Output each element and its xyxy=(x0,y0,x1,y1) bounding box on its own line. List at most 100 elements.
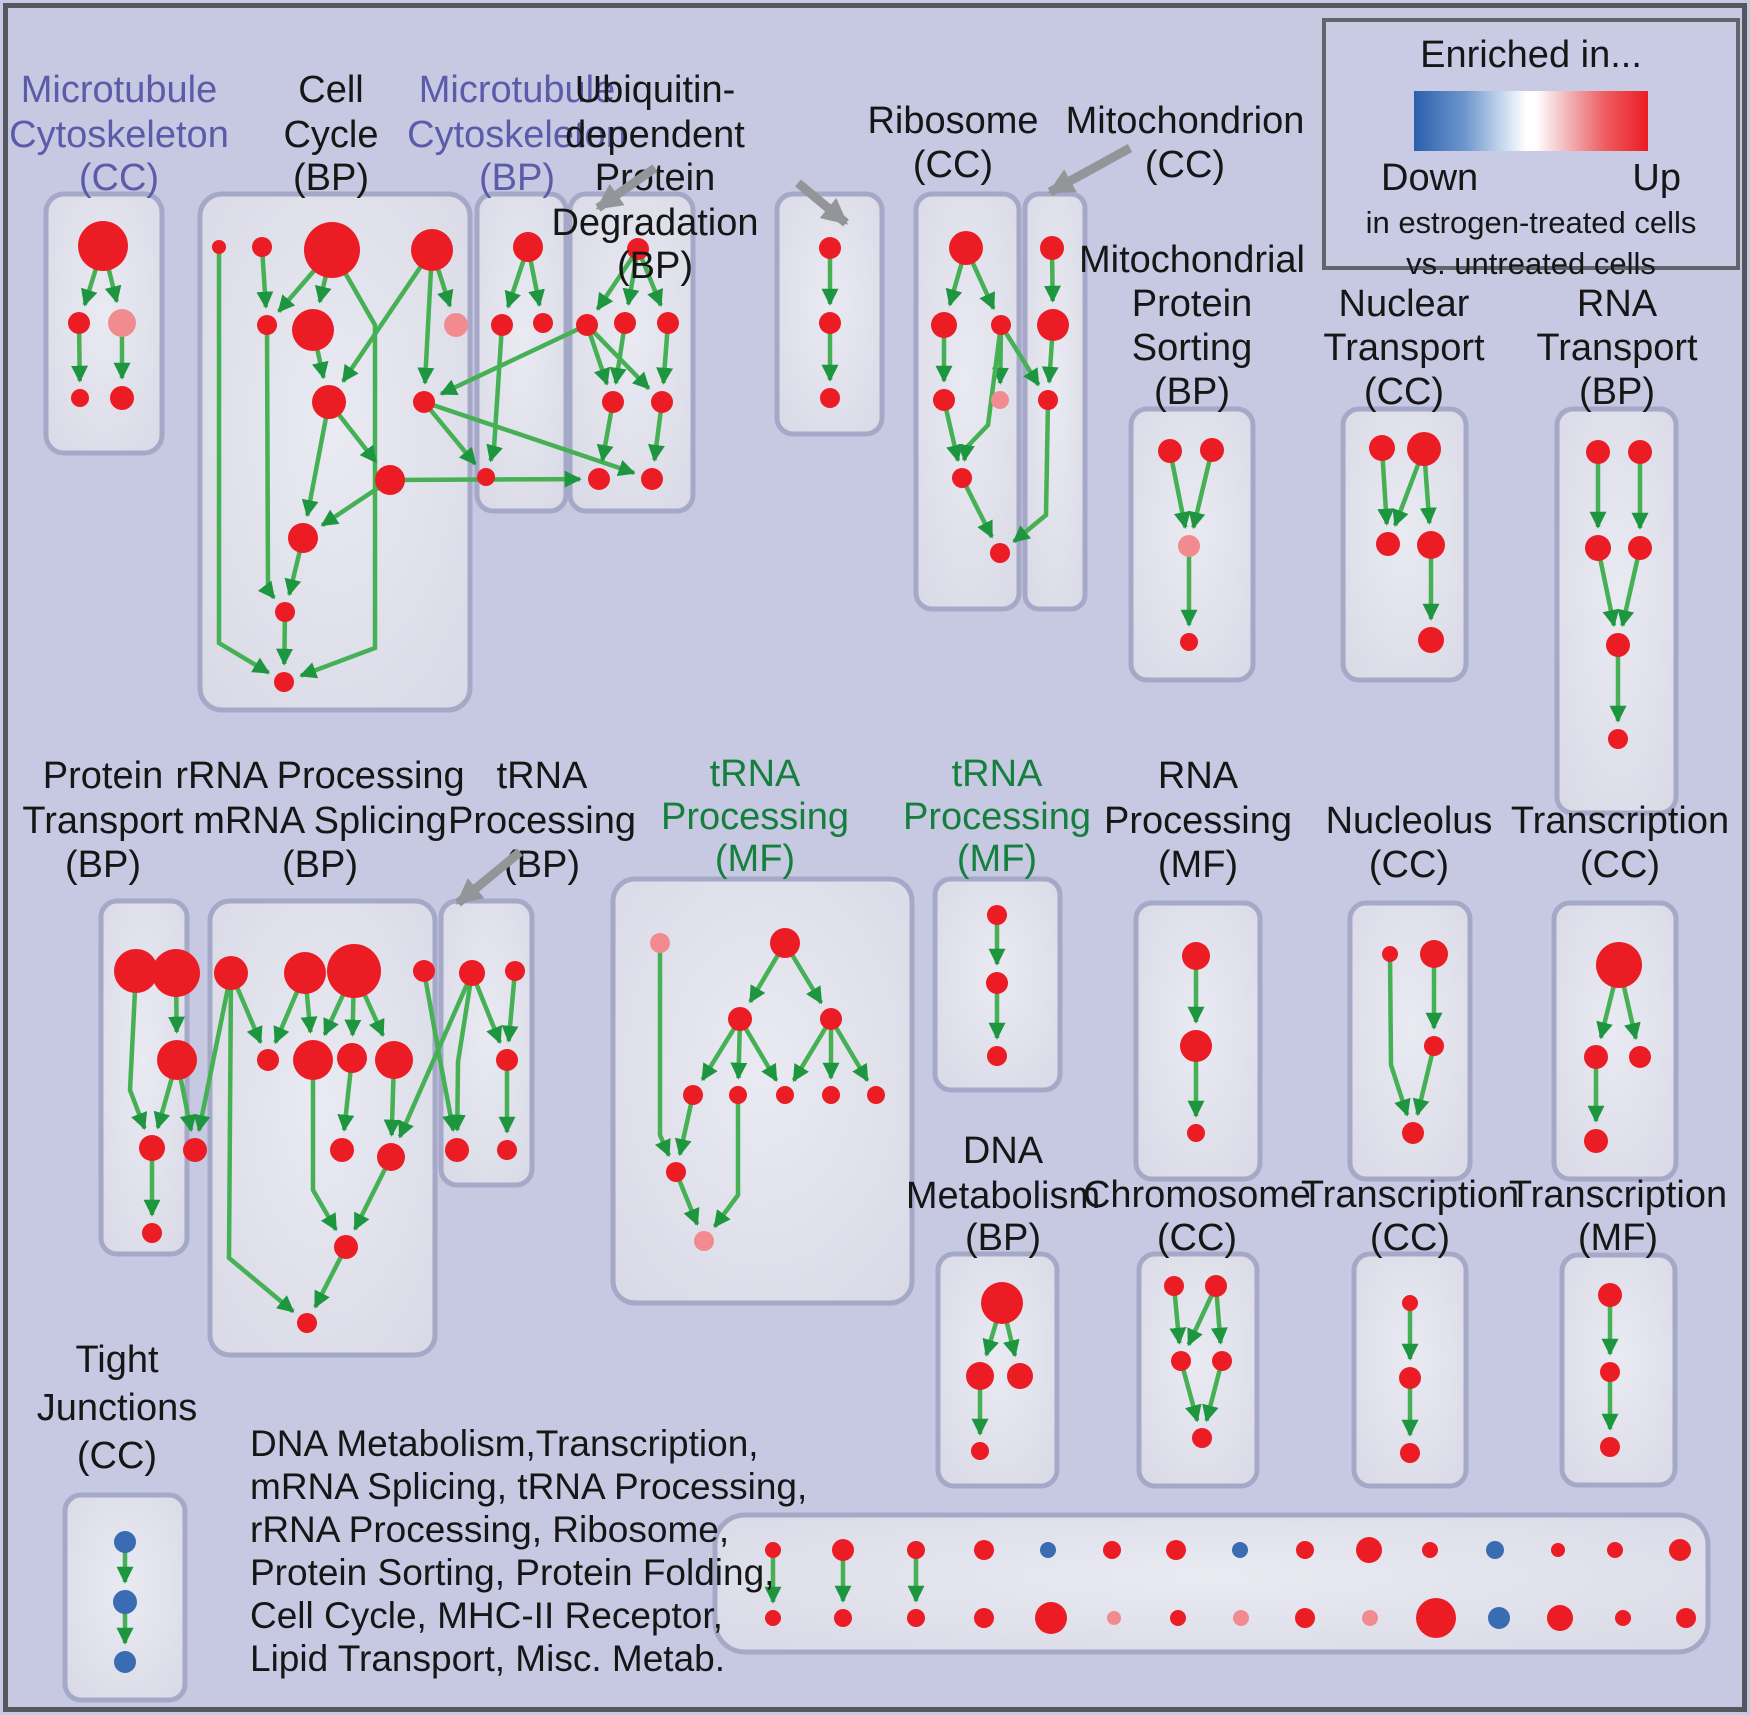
node-bb8 xyxy=(1233,1610,1249,1626)
edge-cc5-cc12 xyxy=(257,324,276,600)
node-tf3 xyxy=(1600,1437,1620,1457)
node-b4e xyxy=(651,391,673,413)
label-rrna-mrna-line: (BP) xyxy=(282,844,358,886)
node-bt5 xyxy=(1040,1542,1056,1558)
node-cc13 xyxy=(274,672,294,692)
label-trna-mf-small-line: tRNA xyxy=(952,753,1043,795)
label-chromosome-line: (CC) xyxy=(1157,1217,1237,1259)
edge-rr1-pt5 xyxy=(193,972,234,1133)
edge-b3l-b3bot xyxy=(486,324,505,463)
node-tm4 xyxy=(820,1008,842,1030)
arrow-to-mitochondrion-box xyxy=(1047,144,1133,196)
label-ubiquitin-line: Ubiquitin- xyxy=(575,69,736,111)
edge-tm4-tm9 xyxy=(829,1017,870,1082)
label-rna-processing-line: (MF) xyxy=(1158,844,1238,886)
edge-tr1-rr10 xyxy=(397,972,475,1139)
label-tight-junctions-line: Junctions xyxy=(37,1387,198,1429)
label-microtubule-cc-line: Microtubule xyxy=(21,69,217,111)
node-m3 xyxy=(1038,390,1058,410)
node-tr3 xyxy=(496,1049,518,1071)
node-tj3 xyxy=(114,1651,136,1673)
node-tr1 xyxy=(459,960,485,986)
node-bb4 xyxy=(974,1608,994,1628)
node-bb15 xyxy=(1676,1608,1696,1628)
label-nucleolus: Nucleolus(CC) xyxy=(1326,800,1493,886)
node-b5b xyxy=(819,312,841,334)
node-ch5 xyxy=(1192,1428,1212,1448)
edge-cc1-cc13 xyxy=(216,247,271,675)
group-box-nucleolus-cc xyxy=(1347,900,1473,1182)
node-rb4 xyxy=(933,389,955,411)
node-rr12 xyxy=(297,1313,317,1333)
node-tb3 xyxy=(1400,1443,1420,1463)
node-ch1 xyxy=(1164,1276,1184,1296)
node-pt6 xyxy=(142,1223,162,1243)
node-b4c xyxy=(657,312,679,334)
node-cc4 xyxy=(411,229,453,271)
node-ts1 xyxy=(987,905,1007,925)
edge-cc9-b3bot xyxy=(422,400,477,466)
node-rt2 xyxy=(1628,440,1652,464)
node-m2 xyxy=(1037,309,1069,341)
node-dm2 xyxy=(966,1362,994,1390)
label-rrna-mrna-line: rRNA Processing xyxy=(175,755,464,797)
node-tj2 xyxy=(113,1590,137,1614)
label-transcription-mid-line: Transcription xyxy=(1511,800,1729,842)
node-rr11 xyxy=(334,1235,358,1259)
node-rt3 xyxy=(1585,535,1611,561)
arrow-to-ubiquitin-right-box xyxy=(795,179,849,227)
node-bb14 xyxy=(1615,1610,1631,1626)
node-tc3 xyxy=(1629,1046,1651,1068)
node-pt2 xyxy=(152,949,200,997)
label-protein-transport-line: Protein xyxy=(43,755,163,797)
label-rrna-mrna-line: mRNA Splicing xyxy=(193,800,446,842)
node-bt9 xyxy=(1296,1541,1314,1559)
arrow-to-ubiquitin-left-box xyxy=(595,164,658,212)
edge-cc8-cc11 xyxy=(301,401,332,518)
misc-categories-text: DNA Metabolism,Transcription, mRNA Splic… xyxy=(250,1422,970,1680)
node-tm5 xyxy=(683,1085,703,1105)
label-rna-processing-line: RNA xyxy=(1158,755,1239,797)
node-cc3 xyxy=(304,222,360,278)
edge-rt3-rt5 xyxy=(1595,547,1620,628)
node-cc6 xyxy=(292,309,334,351)
label-protein-transport-line: (BP) xyxy=(65,844,141,886)
node-tm8 xyxy=(822,1086,840,1104)
label-nucleolus-line: Nucleolus xyxy=(1326,800,1493,842)
node-rr4 xyxy=(413,960,435,982)
label-ribosome: Ribosome(CC) xyxy=(867,100,1038,186)
label-ubiquitin-line: Degradation xyxy=(551,202,758,244)
node-bt10 xyxy=(1356,1537,1382,1563)
node-pt4 xyxy=(139,1135,165,1161)
label-trna-mf-small-line: (MF) xyxy=(957,838,1037,880)
node-tm3 xyxy=(728,1007,752,1031)
edge-ch3-ch5 xyxy=(1178,1360,1202,1423)
label-mitochondrion: Mitochondrion(CC) xyxy=(1066,100,1305,186)
node-mps2 xyxy=(1200,438,1224,462)
label-mps-line: Mitochondrial xyxy=(1079,239,1305,281)
edge-rb3-m3 xyxy=(999,323,1041,387)
node-cc5 xyxy=(257,315,277,335)
node-rr7 xyxy=(337,1043,367,1073)
node-ts3 xyxy=(987,1046,1007,1066)
label-cell-cycle-line: Cell xyxy=(298,69,363,111)
node-cc11 xyxy=(288,523,318,553)
label-cell-cycle-line: (BP) xyxy=(293,157,369,199)
edge-rr6-rr11 xyxy=(310,1060,338,1232)
edge-cc4-cc9 xyxy=(417,249,435,385)
misc-text-line: mRNA Splicing, tRNA Processing, xyxy=(250,1466,808,1507)
node-b4f xyxy=(588,468,610,490)
label-mps-line: Sorting xyxy=(1132,327,1252,369)
arrow-to-trna-bp-box xyxy=(455,848,523,907)
node-ts2 xyxy=(986,972,1008,994)
node-dm4 xyxy=(971,1442,989,1460)
legend-down-label: Down xyxy=(1381,157,1479,199)
node-dm3 xyxy=(1007,1363,1033,1389)
node-b3l xyxy=(491,314,513,336)
node-nt3 xyxy=(1376,532,1400,556)
